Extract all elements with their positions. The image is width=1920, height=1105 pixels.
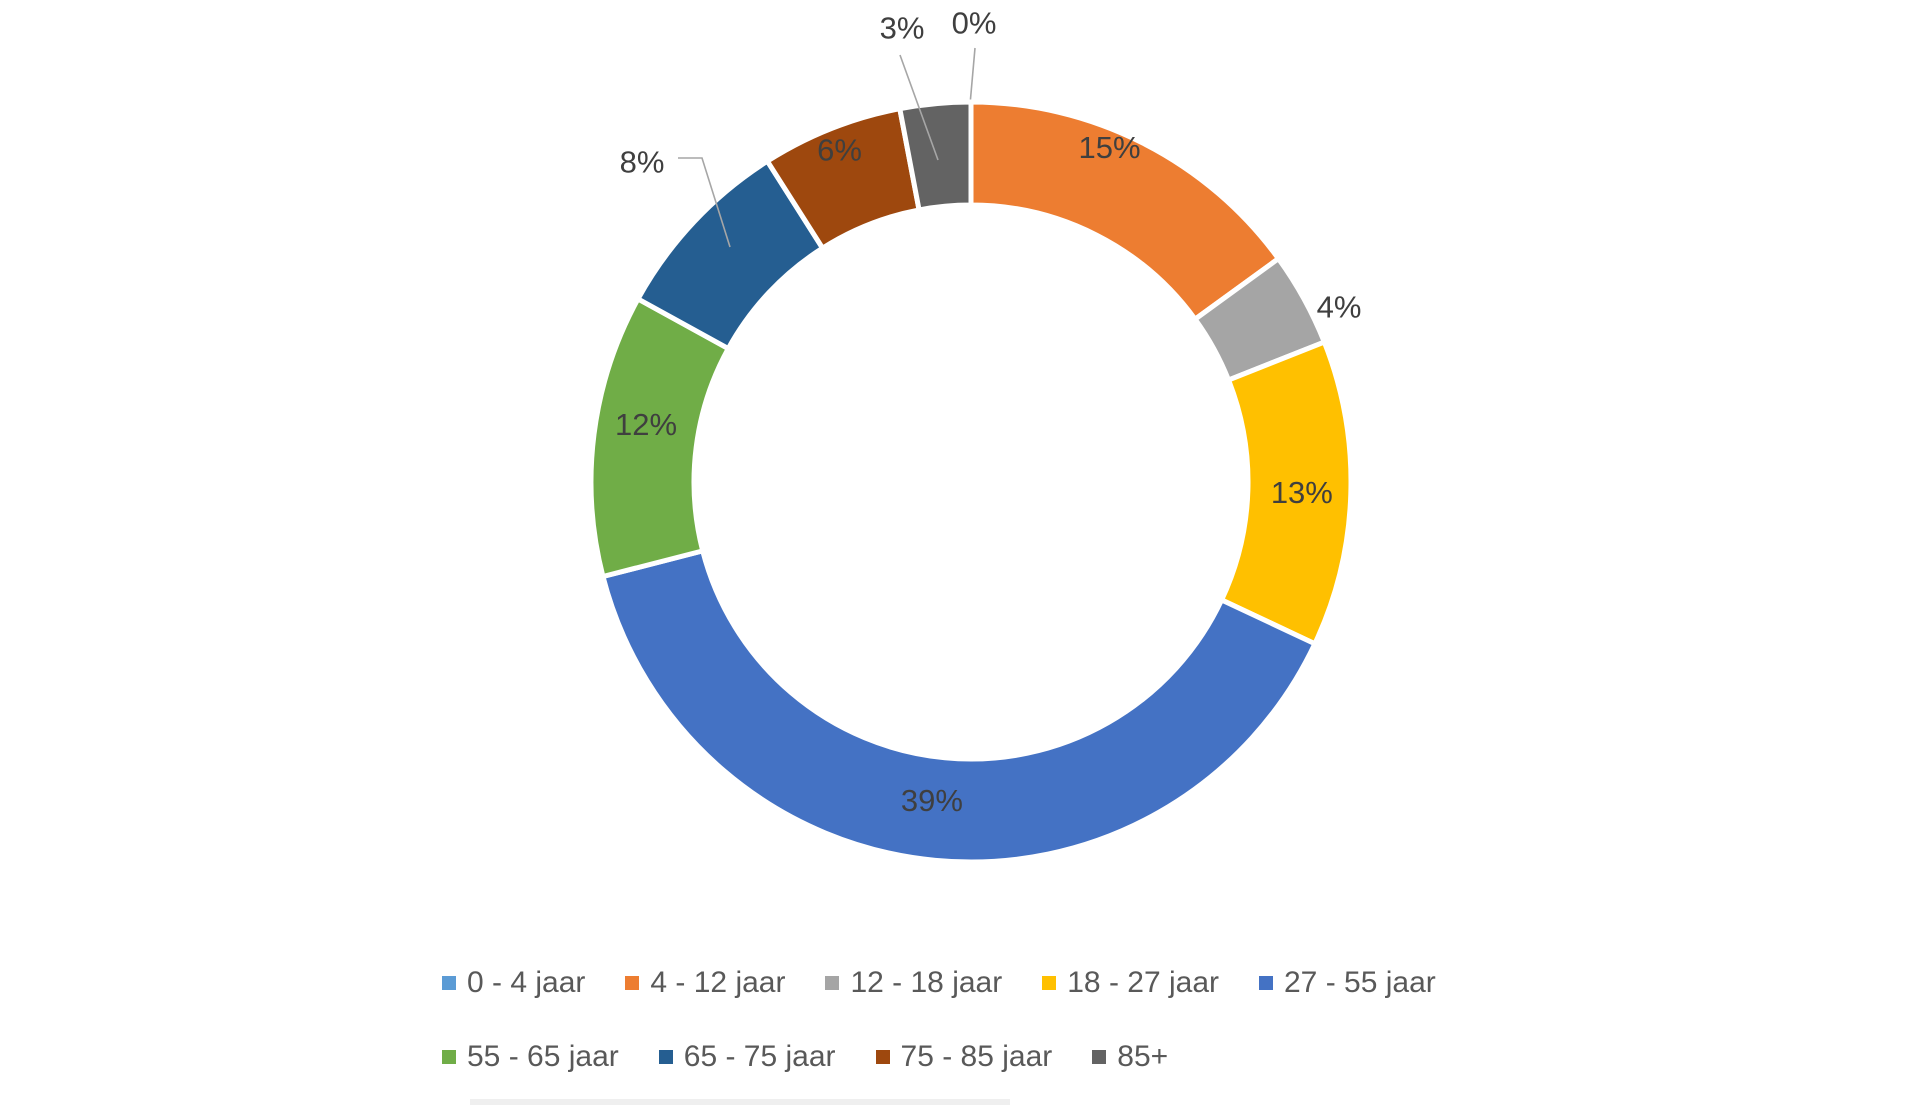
slice-percent-label: 8%	[620, 145, 665, 180]
slice-percent-label: 0%	[952, 6, 997, 41]
slice-percent-label: 3%	[880, 11, 925, 46]
leader-line	[899, 54, 939, 161]
slice-percent-label: 6%	[817, 133, 862, 168]
slice-85+	[896, 99, 974, 213]
bottom-edge-artifact	[470, 1099, 1010, 1105]
leader-line	[678, 157, 731, 248]
slice-27-55jaar	[599, 547, 1319, 865]
slice-percent-label: 13%	[1271, 475, 1333, 510]
slice-percent-label: 4%	[1317, 290, 1362, 325]
slice-percent-label: 12%	[615, 407, 677, 442]
slice-percent-label: 39%	[901, 783, 963, 818]
slice-percent-label: 15%	[1079, 130, 1141, 165]
